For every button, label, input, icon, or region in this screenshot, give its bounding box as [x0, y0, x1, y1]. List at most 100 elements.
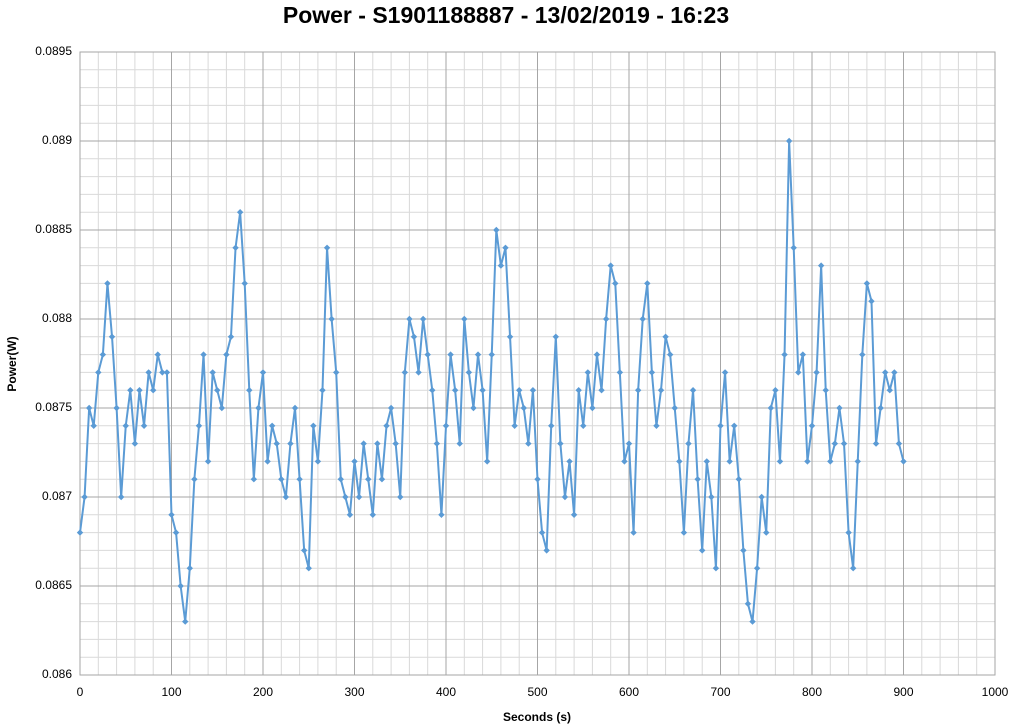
x-tick-label: 500 — [527, 685, 547, 699]
x-tick-label: 1000 — [982, 685, 1009, 699]
data-point — [145, 369, 152, 376]
data-point — [140, 422, 148, 429]
y-axis-title: Power(W) — [5, 336, 19, 391]
data-point — [598, 387, 605, 394]
data-point — [397, 493, 404, 501]
data-point — [744, 600, 752, 607]
data-point — [657, 387, 665, 394]
data-point — [680, 529, 688, 536]
data-point — [282, 493, 290, 501]
x-tick-label: 0 — [77, 685, 84, 699]
data-point — [374, 440, 381, 447]
data-point — [163, 369, 171, 376]
data-point — [209, 369, 216, 376]
x-tick-label: 100 — [161, 685, 181, 699]
data-point — [337, 476, 344, 483]
data-point — [630, 529, 637, 536]
data-point — [470, 404, 477, 412]
data-point — [712, 565, 720, 572]
x-tick-label: 400 — [436, 685, 456, 699]
data-point — [168, 511, 175, 518]
data-point — [593, 351, 601, 358]
data-point — [172, 529, 180, 536]
data-point — [204, 458, 212, 465]
data-point — [438, 511, 445, 518]
data-point — [561, 493, 569, 501]
data-point — [621, 458, 628, 465]
data-point — [639, 315, 646, 323]
data-point — [863, 280, 871, 287]
data-point — [378, 476, 386, 483]
data-point — [580, 422, 587, 429]
data-point — [355, 493, 363, 501]
data-point — [570, 511, 578, 518]
data-point — [433, 440, 441, 447]
data-point — [95, 369, 102, 376]
data-point — [365, 476, 372, 483]
y-tick-label: 0.089 — [42, 133, 72, 147]
data-point — [671, 404, 678, 412]
data-point — [493, 226, 500, 234]
data-point — [90, 422, 97, 429]
data-point — [653, 422, 660, 429]
data-point — [497, 262, 505, 269]
data-point — [891, 369, 898, 376]
data-point — [246, 387, 253, 394]
data-point — [822, 387, 829, 394]
data-point — [232, 244, 239, 251]
data-point — [877, 404, 884, 412]
data-point — [236, 209, 244, 216]
data-point — [566, 458, 573, 465]
data-point — [351, 458, 358, 465]
data-point — [227, 333, 235, 340]
data-point — [401, 369, 409, 376]
data-point — [182, 618, 189, 625]
data-point — [584, 369, 592, 376]
data-point — [250, 476, 258, 483]
data-point — [676, 458, 683, 465]
data-point — [264, 458, 271, 465]
data-point — [273, 440, 280, 447]
data-point — [817, 262, 825, 269]
x-tick-label: 700 — [710, 685, 730, 699]
data-point — [447, 351, 454, 358]
data-line — [79, 140, 905, 622]
data-point — [644, 280, 651, 287]
data-point — [795, 369, 802, 376]
data-point — [607, 262, 614, 269]
data-point — [735, 476, 742, 483]
data-point — [538, 529, 546, 536]
data-point — [81, 493, 88, 501]
data-point — [131, 440, 139, 447]
data-point — [85, 404, 93, 412]
data-point — [108, 333, 116, 340]
data-point — [117, 493, 125, 501]
data-point — [776, 458, 784, 465]
y-tick-label: 0.0885 — [35, 222, 72, 236]
data-point — [461, 315, 468, 323]
data-point — [429, 387, 436, 394]
data-point — [333, 369, 340, 376]
data-point — [557, 440, 564, 447]
data-point — [689, 387, 697, 394]
data-point — [831, 440, 839, 447]
data-point — [694, 476, 701, 483]
data-point — [726, 458, 733, 465]
data-point — [516, 387, 523, 394]
data-point — [191, 476, 198, 483]
data-point — [840, 440, 848, 447]
data-point — [548, 422, 555, 429]
data-point — [699, 547, 706, 554]
data-point — [900, 458, 907, 465]
data-point — [895, 440, 903, 447]
x-tick-label: 600 — [619, 685, 639, 699]
x-tick-label: 800 — [802, 685, 822, 699]
chart-title: Power - S1901188887 - 13/02/2019 - 16:23 — [283, 2, 729, 28]
x-tick-label: 900 — [893, 685, 913, 699]
data-point — [634, 387, 642, 394]
y-tick-label: 0.0865 — [35, 578, 72, 592]
data-point — [767, 404, 775, 412]
data-point — [305, 565, 312, 572]
data-point — [721, 369, 729, 376]
data-point — [323, 244, 331, 251]
